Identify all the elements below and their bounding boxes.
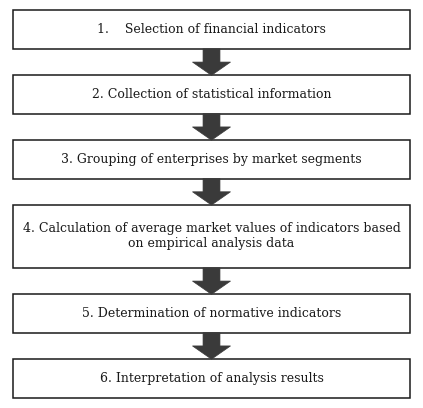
Polygon shape — [192, 49, 231, 75]
Polygon shape — [192, 333, 231, 359]
Text: 4. Calculation of average market values of indicators based
on empirical analysi: 4. Calculation of average market values … — [22, 222, 401, 251]
Text: 3. Grouping of enterprises by market segments: 3. Grouping of enterprises by market seg… — [61, 153, 362, 166]
Text: 2. Collection of statistical information: 2. Collection of statistical information — [92, 88, 331, 101]
Text: 5. Determination of normative indicators: 5. Determination of normative indicators — [82, 307, 341, 320]
Polygon shape — [192, 268, 231, 294]
Text: 6. Interpretation of analysis results: 6. Interpretation of analysis results — [99, 372, 324, 385]
Bar — [13, 205, 410, 268]
Polygon shape — [192, 179, 231, 205]
Bar — [13, 294, 410, 333]
Text: 1.    Selection of financial indicators: 1. Selection of financial indicators — [97, 23, 326, 36]
Bar — [13, 359, 410, 397]
Bar — [13, 140, 410, 179]
Polygon shape — [192, 114, 231, 140]
Bar — [13, 11, 410, 49]
Bar — [13, 75, 410, 114]
